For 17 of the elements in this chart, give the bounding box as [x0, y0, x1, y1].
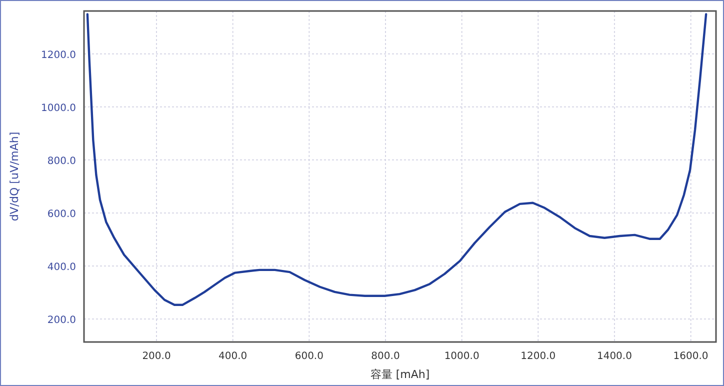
line-series: [86, 13, 708, 306]
y-tick-label: 800.0: [47, 156, 76, 167]
x-tick-label: 1000.0: [444, 351, 480, 362]
x-tick-label: 1400.0: [596, 351, 632, 362]
x-tick-label: 200.0: [142, 351, 171, 362]
x-axis-title: 容量 [mAh]: [370, 368, 430, 381]
x-tick-label: 1200.0: [520, 351, 556, 362]
y-tick-label: 1000.0: [41, 102, 76, 114]
x-tick-label: 800.0: [371, 351, 400, 362]
y-tick-label: 200.0: [47, 314, 76, 326]
x-tick-label: 400.0: [218, 351, 248, 362]
x-tick-label: 600.0: [294, 351, 324, 362]
y-axis-title: dV/dQ [uV/mAh]: [8, 132, 21, 222]
y-tick-label: 600.0: [47, 208, 76, 220]
y-tick-label: 400.0: [47, 262, 76, 273]
x-tick-label: 1600.0: [673, 351, 708, 362]
y-tick-label: 1200.0: [41, 50, 76, 61]
